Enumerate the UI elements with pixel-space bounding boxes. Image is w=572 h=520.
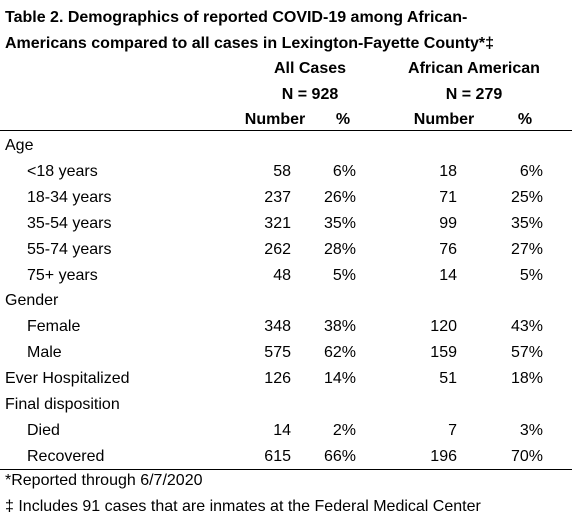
cell: 2% bbox=[332, 421, 356, 439]
column-header: Number bbox=[413, 111, 475, 128]
cell: 99 bbox=[439, 214, 457, 232]
row-label: <18 years bbox=[27, 162, 98, 180]
cell: 321 bbox=[264, 214, 291, 232]
cell: 38% bbox=[323, 318, 356, 336]
cell: 575 bbox=[264, 344, 291, 362]
footnote: ‡ Includes 91 cases that are inmates at … bbox=[5, 498, 481, 515]
cell: 6% bbox=[332, 162, 356, 180]
cell: 26% bbox=[323, 188, 356, 206]
title: Americans compared to all cases in Lexin… bbox=[5, 35, 495, 52]
cell: 18 bbox=[439, 162, 457, 180]
cell: 196 bbox=[430, 447, 457, 465]
section-label: Gender bbox=[5, 292, 59, 310]
row-label: Recovered bbox=[27, 447, 105, 465]
cell: 14 bbox=[273, 421, 291, 439]
group-n: N = 928 bbox=[281, 86, 339, 103]
cell: 62% bbox=[323, 344, 356, 362]
cell: 3% bbox=[519, 421, 543, 439]
cell: 66% bbox=[323, 447, 356, 465]
row-label: 18-34 years bbox=[27, 188, 112, 206]
row-label: 55-74 years bbox=[27, 240, 112, 258]
cell: 57% bbox=[510, 344, 543, 362]
cell: 14% bbox=[323, 370, 356, 388]
cell: 159 bbox=[430, 344, 457, 362]
row-label: 75+ years bbox=[27, 266, 98, 284]
cell: 18% bbox=[510, 370, 543, 388]
cell: 76 bbox=[439, 240, 457, 258]
footer-rule bbox=[0, 469, 572, 470]
cell: 262 bbox=[264, 240, 291, 258]
cell: 14 bbox=[439, 266, 457, 284]
cell: 25% bbox=[510, 188, 543, 206]
section-label: Age bbox=[5, 137, 34, 154]
column-header: % bbox=[335, 111, 351, 128]
cell: 58 bbox=[273, 162, 291, 180]
cell: 126 bbox=[264, 370, 291, 388]
row-label: Ever Hospitalized bbox=[5, 370, 130, 388]
group-label: All Cases bbox=[273, 60, 347, 77]
section-label: Final disposition bbox=[5, 396, 120, 413]
cell: 5% bbox=[519, 266, 543, 284]
cell: 28% bbox=[323, 240, 356, 258]
cell: 71 bbox=[439, 188, 457, 206]
column-header: % bbox=[517, 111, 533, 128]
cell: 120 bbox=[430, 318, 457, 336]
cell: 51 bbox=[439, 370, 457, 388]
row-label: 35-54 years bbox=[27, 214, 112, 232]
row-label: Female bbox=[27, 318, 81, 336]
cell: 35% bbox=[510, 214, 543, 232]
cell: 6% bbox=[519, 162, 543, 180]
cell: 48 bbox=[273, 266, 291, 284]
cell: 35% bbox=[323, 214, 356, 232]
group-n: N = 279 bbox=[445, 86, 503, 103]
column-header: Number bbox=[244, 111, 306, 128]
cell: 348 bbox=[264, 318, 291, 336]
row-label: Died bbox=[27, 421, 60, 439]
group-label: African American bbox=[408, 60, 540, 77]
title: Table 2. Demographics of reported COVID-… bbox=[5, 9, 468, 26]
cell: 7 bbox=[448, 421, 457, 439]
cell: 615 bbox=[264, 447, 291, 465]
header-rule bbox=[0, 130, 572, 131]
cell: 5% bbox=[332, 266, 356, 284]
footnote: *Reported through 6/7/2020 bbox=[5, 472, 203, 489]
cell: 70% bbox=[510, 447, 543, 465]
cell: 27% bbox=[510, 240, 543, 258]
cell: 237 bbox=[264, 188, 291, 206]
cell: 43% bbox=[510, 318, 543, 336]
row-label: Male bbox=[27, 344, 62, 362]
